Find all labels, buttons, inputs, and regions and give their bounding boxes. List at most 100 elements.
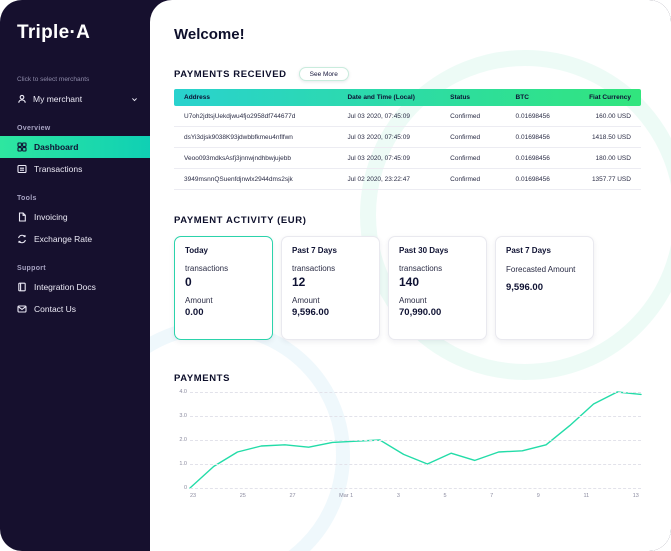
exchange-arrows-icon — [17, 234, 27, 244]
gridline — [190, 488, 641, 489]
cell-status: Confirmed — [450, 133, 481, 141]
sidebar-item-integration-docs[interactable]: Integration Docs — [0, 276, 150, 298]
sidebar-item-transactions[interactable]: Transactions — [0, 158, 150, 180]
envelope-icon — [17, 304, 27, 314]
cell-address: dsYi3djsk9038K93jdwbbfkmeu4nflfwn — [184, 133, 293, 141]
transactions-list-icon — [17, 164, 27, 174]
y-tick-label: 4.0 — [179, 389, 187, 395]
activity-cards: Today transactions 0 Amount 0.00 Past 7 … — [174, 236, 647, 340]
see-more-button[interactable]: See More — [298, 67, 349, 81]
activity-card-forecast: Past 7 Days Forecasted Amount 9,596.00 — [495, 236, 594, 340]
payments-chart-svg — [190, 392, 641, 488]
card-metric-value: 12 — [292, 275, 306, 289]
gridline — [190, 464, 641, 465]
card-amount-label: Amount — [292, 296, 320, 305]
x-tick-label: 13 — [632, 493, 639, 499]
card-period: Today — [185, 246, 208, 255]
sidebar-item-label: Dashboard — [34, 142, 79, 152]
card-metric-value: 0 — [185, 275, 192, 289]
gridline — [190, 392, 641, 393]
column-header-fiat: Fiat Currency — [589, 94, 631, 101]
column-header-address: Address — [184, 94, 211, 101]
table-row[interactable]: dsYi3djsk9038K93jdwbbfkmeu4nflfwn Jul 03 … — [174, 127, 641, 148]
payment-activity-title: PAYMENT ACTIVITY (EUR) — [174, 215, 307, 226]
y-tick-label: 0 — [183, 485, 187, 491]
section-label-overview: Overview — [17, 125, 51, 132]
sidebar-item-invoicing[interactable]: Invoicing — [0, 206, 150, 228]
x-tick-label: 5 — [443, 493, 447, 499]
card-metric-label: transactions — [292, 264, 336, 273]
sidebar-item-contact-us[interactable]: Contact Us — [0, 298, 150, 320]
cell-address: U7oh2jdtsjUekdjwu4fjo2958df744677d — [184, 112, 296, 120]
activity-card-past-7-days: Past 7 Days transactions 12 Amount 9,596… — [281, 236, 380, 340]
y-tick-label: 2.0 — [179, 437, 187, 443]
payments-table-body: U7oh2jdtsjUekdjwu4fjo2958df744677d Jul 03… — [174, 106, 641, 190]
cell-address: Veoo093mdksAsfj3jnnwjndhbwjujebb — [184, 154, 291, 162]
sidebar-item-dashboard[interactable]: Dashboard — [0, 136, 150, 158]
cell-btc: 0.01698456 — [515, 112, 550, 120]
cell-status: Confirmed — [450, 154, 481, 162]
x-tick-label: 27 — [289, 493, 296, 499]
sidebar-item-label: Contact Us — [34, 304, 77, 314]
x-tick-label: Mar 1 — [339, 493, 354, 499]
section-label-tools: Tools — [17, 195, 37, 202]
logo: Triple·A — [17, 22, 91, 43]
card-amount-value: 0.00 — [185, 307, 204, 318]
sidebar-item-label: Transactions — [34, 164, 83, 174]
sidebar: Triple·A Click to select merchants My me… — [0, 0, 150, 551]
x-tick-label: 25 — [239, 493, 246, 499]
docs-book-icon — [17, 282, 27, 292]
card-amount-label: Amount — [185, 296, 213, 305]
cell-fiat: 1357.77 USD — [591, 175, 631, 183]
card-period: Past 7 Days — [506, 246, 551, 255]
chevron-down-icon — [131, 96, 138, 103]
cell-address: 3949msnnQSuenfdjnwlx2944dms2sjk — [184, 175, 293, 183]
card-period: Past 30 Days — [399, 246, 449, 255]
sidebar-item-exchange-rate[interactable]: Exchange Rate — [0, 228, 150, 250]
card-amount-value: 70,990.00 — [399, 307, 442, 318]
cell-btc: 0.01698456 — [515, 175, 550, 183]
cell-status: Confirmed — [450, 112, 481, 120]
merchant-selector[interactable]: My merchant — [0, 88, 150, 110]
x-tick-label: 3 — [396, 493, 400, 499]
gridline — [190, 416, 641, 417]
card-amount-value: 9,596.00 — [292, 307, 329, 318]
chart-grid: 4.0 3.0 2.0 1.0 0 — [179, 389, 641, 491]
card-forecast-label: Forecasted Amount — [506, 265, 576, 274]
card-period: Past 7 Days — [292, 246, 337, 255]
user-icon — [17, 94, 27, 104]
column-header-status: Status — [450, 94, 471, 101]
x-axis-labels: 23 25 27 Mar 1 3 5 7 9 11 13 — [190, 493, 639, 499]
card-amount-label: Amount — [399, 296, 427, 305]
section-label-support: Support — [17, 265, 46, 272]
activity-card-today: Today transactions 0 Amount 0.00 — [174, 236, 273, 340]
card-amount-value: 9,596.00 — [506, 282, 543, 294]
table-row[interactable]: U7oh2jdtsjUekdjwu4fjo2958df744677d Jul 03… — [174, 106, 641, 127]
payments-chart: 4.0 3.0 2.0 1.0 0 23 25 27 Mar 1 3 5 7 9 11 13 — [174, 389, 641, 499]
dashboard-grid-icon — [17, 142, 27, 152]
table-row[interactable]: 3949msnnQSuenfdjnwlx2944dms2sjk Jul 02 20… — [174, 169, 641, 190]
x-tick-label: 9 — [536, 493, 540, 499]
cell-fiat: 1418.50 USD — [591, 133, 631, 141]
page-title: Welcome! — [174, 26, 245, 43]
y-tick-label: 1.0 — [179, 461, 187, 467]
card-metric-label: transactions — [399, 264, 443, 273]
cell-datetime: Jul 03 2020, 07:45:09 — [347, 133, 410, 141]
cell-datetime: Jul 03 2020, 07:45:09 — [347, 154, 410, 162]
table-row[interactable]: Veoo093mdksAsfj3jnnwjndhbwjujebb Jul 03 2… — [174, 148, 641, 169]
y-tick-label: 3.0 — [179, 413, 187, 419]
payments-chart-title: PAYMENTS — [174, 373, 231, 384]
card-metric-label: transactions — [185, 264, 229, 273]
invoice-document-icon — [17, 212, 27, 222]
main-panel: Welcome! PAYMENTS RECEIVED See More Addr… — [150, 0, 671, 551]
cell-datetime: Jul 02 2020, 23:22:47 — [347, 175, 410, 183]
column-header-btc: BTC — [515, 94, 529, 101]
cell-fiat: 180.00 USD — [595, 154, 631, 162]
sidebar-item-label: Invoicing — [34, 212, 68, 222]
x-tick-label: 11 — [583, 493, 590, 499]
table-header: Address Date and Time (Local) Status BTC… — [174, 89, 641, 106]
x-tick-label: 7 — [490, 493, 494, 499]
x-tick-label: 23 — [190, 493, 197, 499]
sidebar-item-label: Exchange Rate — [34, 234, 93, 244]
